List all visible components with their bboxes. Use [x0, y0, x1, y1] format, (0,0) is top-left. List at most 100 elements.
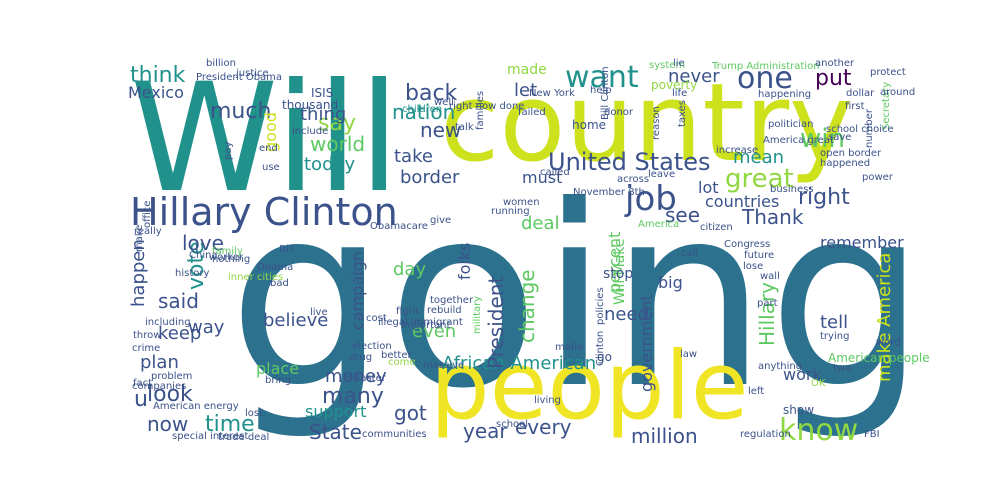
- word-reason: reason: [651, 106, 662, 140]
- word-regulation: regulation: [740, 429, 791, 440]
- word-ok: OK: [811, 378, 826, 389]
- word-china: China: [189, 250, 218, 261]
- word-life: life: [672, 88, 687, 99]
- word-want: want: [565, 60, 639, 95]
- word-million: million: [631, 424, 698, 448]
- word-think: think: [130, 63, 186, 88]
- word-across: across: [617, 174, 649, 185]
- word-leave: leave: [648, 169, 675, 180]
- word-future: future: [744, 250, 774, 261]
- word-happening: happening: [758, 89, 811, 100]
- word-keep: keep: [158, 323, 201, 344]
- word-system: system: [649, 60, 685, 71]
- word-trade-deal: trade deal: [218, 432, 269, 443]
- word-happened: happened: [820, 158, 870, 169]
- word-thing: thing: [300, 104, 346, 125]
- word-running: running: [491, 206, 530, 217]
- word-secretary: Secretary: [881, 82, 892, 130]
- word-use: use: [262, 162, 280, 173]
- word-policies: policies: [595, 287, 606, 325]
- word-lose: lose: [743, 261, 763, 272]
- word-need: need: [604, 304, 649, 325]
- word-deal: deal: [521, 213, 560, 234]
- word-will: Will: [130, 52, 400, 226]
- word-school-choice: school choice: [826, 124, 894, 135]
- word-never: never: [668, 66, 720, 87]
- word-communities: communities: [362, 429, 427, 440]
- word-new-york: New York: [529, 88, 575, 99]
- word-school: school: [496, 419, 528, 430]
- word-poverty: poverty: [651, 78, 697, 92]
- word-well: well: [434, 97, 454, 108]
- word-one: one: [737, 61, 793, 96]
- word-united-states: United States: [548, 148, 711, 176]
- word-american-energy: American energy: [153, 401, 239, 412]
- word-bill: Bill: [279, 244, 294, 255]
- word-history: history: [175, 268, 209, 279]
- word-failed: failed: [518, 107, 546, 118]
- word-save: save: [828, 132, 851, 143]
- word-word: word: [876, 337, 901, 348]
- word-bring: bring: [265, 375, 291, 386]
- word-hillary: Hillary: [755, 282, 779, 346]
- word-great: great: [725, 164, 794, 194]
- word-vote: vote: [184, 241, 209, 290]
- word-remember: remember: [820, 233, 904, 252]
- word-u: u: [134, 387, 148, 412]
- word-power: power: [862, 172, 894, 183]
- word-thank: Thank: [741, 205, 804, 229]
- word-believe: believe: [263, 310, 328, 331]
- word-inner-cities: inner cities: [228, 272, 283, 283]
- word-know: know: [779, 413, 858, 448]
- word-job: job: [624, 179, 677, 219]
- word-love: love: [182, 231, 224, 255]
- word-end: end: [259, 143, 278, 154]
- word-world: world: [310, 132, 365, 156]
- word-countries: countries: [705, 192, 779, 211]
- word-plan: plan: [140, 352, 179, 373]
- word-around: around: [880, 87, 915, 98]
- word-day: day: [393, 259, 426, 280]
- word-president: President: [484, 276, 508, 369]
- word-mexico: Mexico: [128, 83, 184, 102]
- word-support: support: [305, 402, 366, 421]
- word-military: military: [472, 296, 483, 334]
- word-lost: lost: [245, 408, 263, 419]
- word-first: first: [845, 101, 865, 112]
- word-worker: worker: [209, 252, 244, 263]
- word-said: said: [158, 289, 199, 313]
- word-show: show: [783, 403, 814, 417]
- word-fact: fact: [133, 378, 152, 389]
- word-today: today: [304, 154, 356, 175]
- word-president-obama: President Obama: [196, 72, 282, 83]
- word-now: now: [147, 412, 188, 436]
- word-work: work: [783, 365, 822, 384]
- word-increase: increase: [716, 145, 758, 156]
- word-year: year: [463, 419, 508, 443]
- word-big: big: [658, 273, 683, 292]
- word-make: make: [134, 225, 145, 252]
- word-women: women: [503, 197, 540, 208]
- word-give: give: [430, 215, 451, 226]
- word-open-border: open border: [820, 148, 882, 159]
- word-citizen: citizen: [700, 222, 733, 233]
- word-american-people: American people: [828, 351, 930, 365]
- word-number: number: [864, 108, 875, 148]
- word-mean: mean: [733, 147, 784, 168]
- word-government: government: [637, 294, 656, 392]
- word-state: State: [309, 420, 362, 444]
- word-right-now-done: right now done: [449, 101, 524, 112]
- word-tell: tell: [820, 312, 848, 333]
- word-live: live: [310, 307, 328, 318]
- word-lie: lie: [673, 58, 685, 69]
- word-home: home: [572, 118, 606, 132]
- word-family: family: [212, 246, 243, 257]
- word-wall: wall: [760, 271, 780, 282]
- word-justice: justice: [235, 68, 269, 79]
- word-got: got: [394, 401, 427, 425]
- word-lot: lot: [698, 178, 719, 197]
- word-folks: folks: [455, 243, 474, 280]
- word-office: office: [142, 201, 153, 228]
- word-crime: crime: [132, 343, 160, 354]
- word-cost: cost: [366, 313, 387, 324]
